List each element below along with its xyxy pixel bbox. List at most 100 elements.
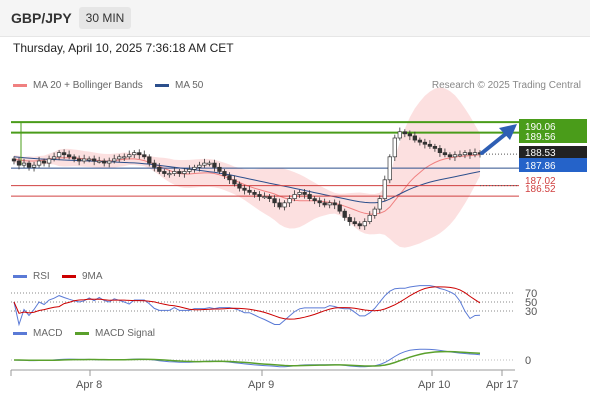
legend-ma50-label: MA 50 bbox=[175, 80, 204, 91]
forecast-arrow bbox=[480, 124, 517, 155]
macd-signal-line bbox=[14, 350, 481, 367]
candle-body bbox=[287, 198, 292, 204]
candle-body bbox=[172, 171, 177, 174]
x-label-apr17: Apr 17 bbox=[486, 379, 518, 391]
candle-body bbox=[377, 198, 382, 210]
legend-ma50: MA 50 bbox=[155, 80, 203, 91]
legend-signal-label: MACD Signal bbox=[95, 328, 156, 339]
candle-body bbox=[182, 171, 187, 174]
candle-body bbox=[61, 152, 67, 156]
candle-body bbox=[367, 215, 372, 222]
price-label-target-bg bbox=[519, 119, 587, 143]
candle-body bbox=[427, 143, 433, 147]
candle-body bbox=[352, 221, 357, 225]
candle-body bbox=[36, 160, 42, 166]
candle-body bbox=[397, 131, 402, 139]
candle-body bbox=[142, 154, 147, 158]
candle-body bbox=[472, 152, 478, 156]
legend-ma20-label: MA 20 + Bollinger Bands bbox=[33, 80, 143, 91]
candle-body bbox=[11, 158, 17, 162]
candle-body bbox=[277, 202, 282, 208]
rsi-level-50: 50 bbox=[525, 297, 537, 309]
candle-body bbox=[417, 139, 423, 143]
x-label-apr9: Apr 9 bbox=[248, 379, 274, 391]
candle-body bbox=[467, 152, 473, 156]
candle-body bbox=[112, 158, 117, 162]
candle-body bbox=[137, 152, 142, 156]
candle-body bbox=[56, 152, 62, 158]
price-label-current-bg bbox=[519, 146, 587, 159]
candle-body bbox=[437, 148, 443, 153]
candle-body bbox=[117, 156, 122, 160]
candle-body bbox=[46, 158, 52, 164]
candle-body bbox=[177, 171, 182, 174]
signal-swatch bbox=[75, 332, 89, 335]
candle-body bbox=[212, 162, 217, 168]
candle-body bbox=[332, 202, 337, 206]
bollinger-band-area bbox=[14, 87, 480, 248]
candle-body bbox=[252, 192, 257, 195]
macd-swatch bbox=[13, 332, 27, 335]
ma20-swatch bbox=[13, 84, 27, 87]
chart-header: GBP/JPY 30 MIN bbox=[0, 0, 590, 37]
candle-body bbox=[192, 166, 197, 170]
rsi-panel: 70 50 30 bbox=[11, 285, 537, 327]
price-label-current: 188.53 bbox=[519, 146, 587, 159]
ma50-swatch bbox=[155, 84, 169, 87]
legend-rsi-label: RSI bbox=[33, 271, 50, 282]
price-label-support1: 187.02 bbox=[525, 176, 556, 187]
candle-body bbox=[51, 156, 57, 160]
candle-body bbox=[317, 200, 322, 204]
rsi-level-70: 70 bbox=[525, 288, 537, 300]
candle-body bbox=[387, 156, 392, 181]
candle-body bbox=[87, 158, 92, 161]
price-label-pivot-bg bbox=[519, 158, 587, 172]
bollinger-bands bbox=[14, 87, 480, 248]
candle-body bbox=[302, 192, 307, 195]
candle-body bbox=[217, 166, 222, 172]
candle-body bbox=[442, 152, 448, 156]
candle-body bbox=[462, 152, 468, 156]
rsi-ma-swatch bbox=[62, 275, 76, 278]
candle-body bbox=[157, 166, 162, 172]
candle-body bbox=[282, 202, 287, 208]
candle-body bbox=[232, 179, 237, 185]
candle-body bbox=[407, 133, 412, 137]
candle-body bbox=[31, 164, 37, 168]
legend-macd-signal: MACD Signal bbox=[75, 328, 155, 339]
legend-rsi-9ma: 9MA bbox=[62, 271, 103, 282]
timeframe-button[interactable]: 30 MIN bbox=[79, 7, 131, 29]
price-label-target-text: 190.06 bbox=[525, 122, 556, 133]
candle-body bbox=[107, 160, 112, 164]
price-label-target: 190.06 189.56 bbox=[519, 119, 587, 143]
candle-body bbox=[187, 169, 192, 172]
x-label-apr8: Apr 8 bbox=[76, 379, 102, 391]
candle-body bbox=[97, 160, 102, 163]
rsi-swatch bbox=[13, 275, 27, 278]
candle-body bbox=[452, 154, 458, 158]
candle-body bbox=[297, 192, 302, 195]
legend-ma20: MA 20 + Bollinger Bands bbox=[13, 80, 143, 91]
candle-body bbox=[382, 179, 387, 199]
candle-body bbox=[132, 152, 137, 156]
rsi-ma-line bbox=[13, 286, 481, 320]
forecast-arrow-shaft bbox=[480, 130, 510, 155]
candle-body bbox=[202, 162, 207, 166]
candle-body bbox=[41, 160, 47, 164]
candle-body bbox=[372, 208, 377, 216]
candle-body bbox=[82, 158, 87, 162]
candle-body bbox=[457, 154, 463, 157]
candle-body bbox=[347, 217, 352, 222]
candle-body bbox=[262, 196, 267, 199]
candle-body bbox=[102, 160, 107, 164]
candle-body bbox=[392, 137, 397, 158]
x-label-apr10: Apr 10 bbox=[418, 379, 450, 391]
rsi-level-30: 30 bbox=[525, 306, 537, 318]
candle-body bbox=[257, 194, 262, 197]
candle-body bbox=[422, 141, 428, 145]
candle-body bbox=[307, 194, 312, 199]
candle-body bbox=[21, 162, 27, 166]
candle-body bbox=[292, 194, 297, 199]
candle-body bbox=[26, 162, 32, 168]
